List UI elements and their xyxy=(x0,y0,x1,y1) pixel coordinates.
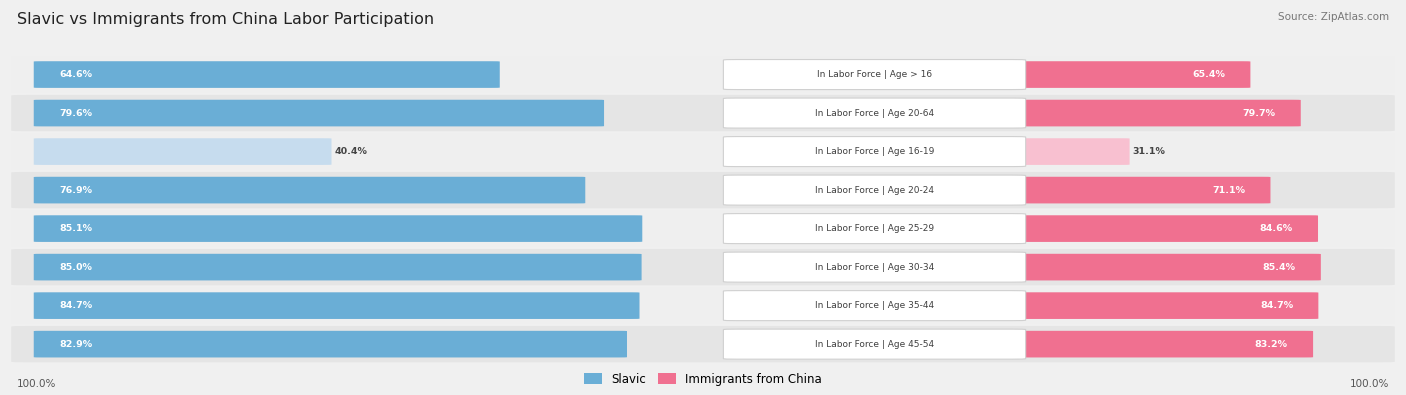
FancyBboxPatch shape xyxy=(34,100,605,126)
Text: In Labor Force | Age 20-64: In Labor Force | Age 20-64 xyxy=(815,109,934,118)
FancyBboxPatch shape xyxy=(11,326,1395,362)
FancyBboxPatch shape xyxy=(11,95,1395,131)
FancyBboxPatch shape xyxy=(34,177,585,203)
FancyBboxPatch shape xyxy=(723,291,1025,321)
FancyBboxPatch shape xyxy=(723,60,1025,90)
Text: In Labor Force | Age 35-44: In Labor Force | Age 35-44 xyxy=(815,301,934,310)
FancyBboxPatch shape xyxy=(1004,138,1129,165)
FancyBboxPatch shape xyxy=(723,252,1025,282)
FancyBboxPatch shape xyxy=(11,134,1395,170)
FancyBboxPatch shape xyxy=(34,254,641,280)
Text: 40.4%: 40.4% xyxy=(335,147,367,156)
FancyBboxPatch shape xyxy=(723,137,1025,167)
Text: 84.7%: 84.7% xyxy=(59,301,93,310)
FancyBboxPatch shape xyxy=(1004,61,1250,88)
Text: 64.6%: 64.6% xyxy=(59,70,91,79)
Text: In Labor Force | Age 16-19: In Labor Force | Age 16-19 xyxy=(815,147,934,156)
FancyBboxPatch shape xyxy=(1004,254,1320,280)
Text: 79.6%: 79.6% xyxy=(59,109,91,118)
FancyBboxPatch shape xyxy=(1004,100,1301,126)
Text: 85.0%: 85.0% xyxy=(59,263,91,272)
Text: In Labor Force | Age 25-29: In Labor Force | Age 25-29 xyxy=(815,224,934,233)
Text: 83.2%: 83.2% xyxy=(1254,340,1288,349)
Text: 84.7%: 84.7% xyxy=(1260,301,1294,310)
FancyBboxPatch shape xyxy=(723,329,1025,359)
FancyBboxPatch shape xyxy=(34,61,499,88)
Text: In Labor Force | Age 45-54: In Labor Force | Age 45-54 xyxy=(815,340,934,349)
FancyBboxPatch shape xyxy=(11,56,1395,93)
Legend: Slavic, Immigrants from China: Slavic, Immigrants from China xyxy=(581,369,825,389)
Text: Source: ZipAtlas.com: Source: ZipAtlas.com xyxy=(1278,12,1389,22)
FancyBboxPatch shape xyxy=(34,292,640,319)
Text: 85.4%: 85.4% xyxy=(1263,263,1295,272)
Text: 84.6%: 84.6% xyxy=(1260,224,1292,233)
FancyBboxPatch shape xyxy=(723,175,1025,205)
FancyBboxPatch shape xyxy=(1004,177,1271,203)
Text: 31.1%: 31.1% xyxy=(1132,147,1166,156)
FancyBboxPatch shape xyxy=(34,215,643,242)
Text: Slavic vs Immigrants from China Labor Participation: Slavic vs Immigrants from China Labor Pa… xyxy=(17,12,434,27)
Text: 65.4%: 65.4% xyxy=(1192,70,1225,79)
Text: 82.9%: 82.9% xyxy=(59,340,93,349)
FancyBboxPatch shape xyxy=(34,138,332,165)
FancyBboxPatch shape xyxy=(34,331,627,357)
Text: 76.9%: 76.9% xyxy=(59,186,91,195)
Text: 85.1%: 85.1% xyxy=(59,224,91,233)
Text: In Labor Force | Age 30-34: In Labor Force | Age 30-34 xyxy=(815,263,934,272)
Text: 100.0%: 100.0% xyxy=(1350,379,1389,389)
FancyBboxPatch shape xyxy=(723,98,1025,128)
FancyBboxPatch shape xyxy=(1004,331,1313,357)
Text: In Labor Force | Age > 16: In Labor Force | Age > 16 xyxy=(817,70,932,79)
Text: 100.0%: 100.0% xyxy=(17,379,56,389)
Text: In Labor Force | Age 20-24: In Labor Force | Age 20-24 xyxy=(815,186,934,195)
FancyBboxPatch shape xyxy=(723,214,1025,244)
FancyBboxPatch shape xyxy=(11,211,1395,247)
FancyBboxPatch shape xyxy=(11,249,1395,285)
FancyBboxPatch shape xyxy=(11,288,1395,324)
FancyBboxPatch shape xyxy=(1004,215,1317,242)
Text: 71.1%: 71.1% xyxy=(1212,186,1246,195)
FancyBboxPatch shape xyxy=(11,172,1395,208)
Text: 79.7%: 79.7% xyxy=(1243,109,1275,118)
FancyBboxPatch shape xyxy=(1004,292,1319,319)
